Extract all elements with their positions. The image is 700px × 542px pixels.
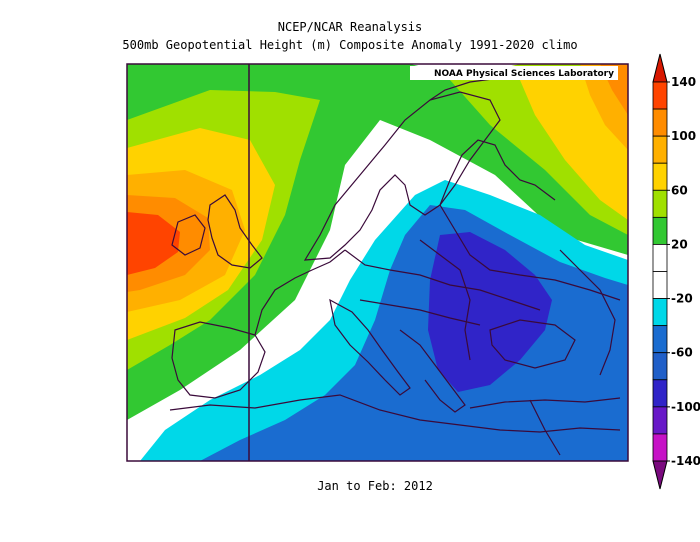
colorbar-swatch — [652, 379, 668, 408]
colorbar-tick-label: 100 — [671, 129, 696, 143]
band-40-60 — [127, 64, 628, 370]
colorbar-swatch — [652, 406, 668, 435]
colorbar-tick-label: -60 — [671, 346, 693, 360]
colorbar-tick-label: -20 — [671, 292, 693, 306]
map-frame — [126, 63, 629, 462]
band-100-120 — [127, 64, 628, 292]
band-80-100 — [127, 64, 628, 312]
colorbar-swatch — [652, 189, 668, 218]
coastlines — [169, 77, 621, 456]
colorbar-swatch — [652, 325, 668, 354]
credit-text: NOAA Physical Sciences Laboratory — [434, 69, 614, 79]
colorbar-tick-label: 60 — [671, 183, 688, 197]
colorbar-swatch — [652, 271, 668, 299]
colorbar-tick-label: -140 — [671, 454, 700, 468]
colorbar-swatch — [652, 352, 668, 381]
band-120-140 — [127, 212, 180, 275]
colorbar-swatch — [652, 244, 668, 272]
colorbar-swatch — [652, 162, 668, 191]
colorbar-top-triangle — [652, 53, 668, 83]
colorbar-swatch — [652, 108, 668, 137]
time-period-label: Jan to Feb: 2012 — [317, 479, 433, 493]
colorbar-swatch — [652, 216, 668, 245]
anomaly-field — [127, 64, 628, 461]
band-minus-100-80 — [428, 232, 552, 392]
colorbar-swatch — [652, 81, 668, 110]
colorbar-swatch — [652, 298, 668, 327]
colorbar: 140 100 60 20 -20 -60 -100 -140 — [652, 53, 700, 490]
colorbar-tick-label: 20 — [671, 237, 688, 251]
colorbar-bottom-triangle — [652, 460, 668, 490]
colorbar-tick-label: 140 — [671, 75, 696, 89]
colorbar-tick-label: -100 — [671, 400, 700, 414]
chart-title: NCEP/NCAR Reanalysis — [277, 20, 423, 34]
chart-subtitle: 500mb Geopotential Height (m) Composite … — [122, 38, 578, 52]
colorbar-swatch — [652, 135, 668, 164]
colorbar-swatch — [652, 433, 668, 462]
credit-box — [410, 66, 618, 80]
